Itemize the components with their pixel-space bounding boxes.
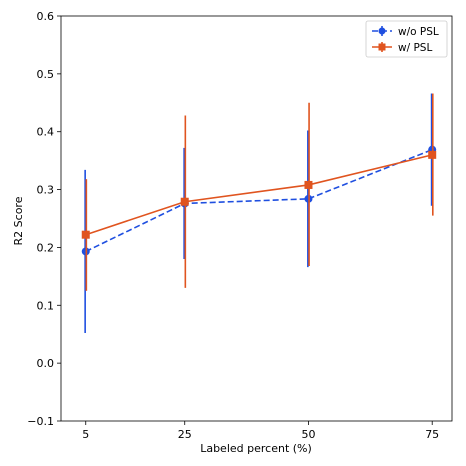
x-tick-label: 25 bbox=[178, 428, 192, 441]
y-tick-label: 0.3 bbox=[37, 184, 55, 197]
y-tick-label: 0.4 bbox=[37, 126, 55, 139]
y-tick-label: 0.1 bbox=[37, 299, 55, 312]
y-axis-title: R2 Score bbox=[12, 196, 25, 245]
y-tick-label: 0.0 bbox=[37, 357, 55, 370]
series-1 bbox=[81, 93, 437, 291]
x-axis-title: Labeled percent (%) bbox=[200, 442, 312, 455]
data-point bbox=[180, 197, 189, 206]
x-tick-label: 5 bbox=[82, 428, 89, 441]
data-point bbox=[81, 230, 90, 239]
legend-box bbox=[365, 20, 448, 58]
legend-label: w/ PSL bbox=[398, 42, 432, 54]
series-line bbox=[85, 154, 433, 236]
y-tick-label: 0.5 bbox=[37, 68, 55, 81]
legend-label: w/o PSL bbox=[398, 26, 439, 38]
x-tick-label: 50 bbox=[301, 428, 315, 441]
series-layer bbox=[81, 93, 437, 334]
y-tick-label: 0.6 bbox=[37, 10, 55, 23]
legend-marker bbox=[378, 27, 386, 35]
data-point bbox=[428, 150, 437, 159]
legend: w/o PSL w/ PSL bbox=[365, 20, 448, 58]
series-line bbox=[85, 148, 433, 253]
y-tick-label: 0.2 bbox=[37, 241, 55, 254]
tick-layer: −0.1 0.0 0.1 0.2 0.3 0.4 0.5 0.6 5 25 50 75 bbox=[27, 10, 439, 441]
series-0 bbox=[81, 93, 437, 334]
x-tick-label: 75 bbox=[425, 428, 439, 441]
y-tick-label: −0.1 bbox=[27, 415, 54, 428]
legend-marker bbox=[378, 43, 386, 51]
data-point bbox=[304, 180, 313, 189]
plot-frame bbox=[60, 15, 453, 422]
